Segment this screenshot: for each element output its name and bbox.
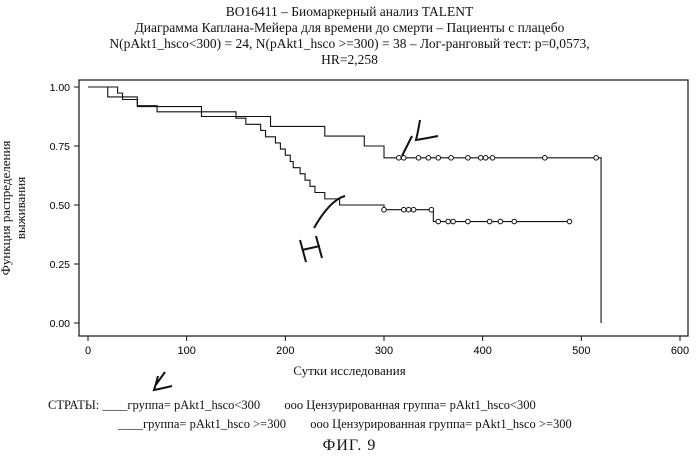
legend-group-high: группа= pAkt1_hsco >=300 — [143, 417, 286, 431]
censored-mark — [396, 155, 402, 161]
censored-mark — [445, 218, 451, 225]
censored-mark — [435, 218, 442, 225]
censored-mark — [400, 155, 407, 161]
x-axis-label: Сутки исследования — [293, 363, 406, 378]
y-tick-label: 0.50 — [50, 200, 71, 212]
censored-mark — [465, 218, 471, 225]
censored-mark — [486, 218, 493, 225]
censored-mark — [428, 206, 435, 213]
survival-curve-low — [88, 86, 602, 323]
legend-row-2: ____группа= pAkt1_hsco >=300 ооо Цензури… — [118, 417, 572, 432]
censored-mark — [400, 206, 407, 213]
x-tick-label: 0 — [85, 345, 91, 357]
censored-mark — [415, 155, 422, 161]
chart-stats-line: N(pAkt1_hsco<300) = 24, N(pAkt1_hsco >=3… — [109, 36, 590, 51]
x-tick-label: 300 — [375, 345, 393, 357]
legend-line-marker: ____ — [102, 398, 128, 412]
x-tick-label: 400 — [473, 345, 491, 357]
censored-mark — [410, 206, 417, 213]
annotation-mark-high — [299, 235, 323, 263]
y-tick-label: 0.00 — [50, 318, 71, 330]
censored-mark — [542, 155, 548, 161]
legend-group-low: группа= pAkt1_hsco<300 — [127, 398, 261, 412]
chart-title: BO16411 – Биомаркерный анализ TALENT — [225, 4, 474, 19]
censored-mark — [511, 218, 518, 225]
censored-mark — [435, 155, 442, 161]
x-tick-label: 200 — [276, 345, 294, 357]
x-tick-label: 100 — [177, 345, 195, 357]
legend-censored-marker: ооо — [310, 417, 329, 431]
censored-mark — [448, 155, 454, 161]
censored-mark — [566, 218, 573, 225]
censored-mark — [425, 155, 432, 161]
censored-mark — [405, 206, 412, 213]
censored-mark — [465, 155, 471, 161]
annotation-mark-low — [414, 119, 439, 142]
figure-label: ФИГ. 9 — [322, 437, 377, 454]
censored-mark — [489, 155, 496, 161]
annotation-pointer-low — [401, 135, 413, 157]
y-tick-label: 0.75 — [50, 141, 71, 153]
x-tick-label: 600 — [671, 345, 689, 357]
annotation-mark-legend — [152, 371, 173, 392]
censored-mark — [381, 206, 387, 213]
survival-curve-high — [88, 86, 570, 223]
censored-mark — [497, 218, 504, 225]
y-tick-label: 1.00 — [50, 82, 71, 94]
legend-strata-label: СТРАТЫ: — [48, 398, 100, 412]
legend-row-1: СТРАТЫ: ____группа= pAkt1_hsco<300 ооо Ц… — [48, 398, 536, 413]
chart-subtitle: Диаграмма Каплана-Мейера для времени до … — [134, 20, 565, 35]
y-axis-label: Функция распределения выживания — [0, 140, 28, 276]
censored-mark — [450, 218, 456, 225]
censored-mark — [593, 155, 599, 161]
chart-hazard-ratio: HR=2,258 — [321, 52, 378, 67]
legend-censored-marker: ооо — [284, 398, 304, 412]
legend-line-marker: ____ — [118, 417, 143, 431]
annotation-pointer-high — [313, 195, 346, 229]
y-tick-label: 0.25 — [50, 259, 71, 271]
x-tick-label: 500 — [572, 345, 590, 357]
censored-mark — [482, 155, 489, 161]
censored-mark — [477, 155, 484, 161]
legend-censored-low: Цензурированная группа= pAkt1_hsco<300 — [306, 398, 536, 412]
legend-censored-high: Цензурированная группа= pAkt1_hsco >=300 — [332, 417, 572, 431]
